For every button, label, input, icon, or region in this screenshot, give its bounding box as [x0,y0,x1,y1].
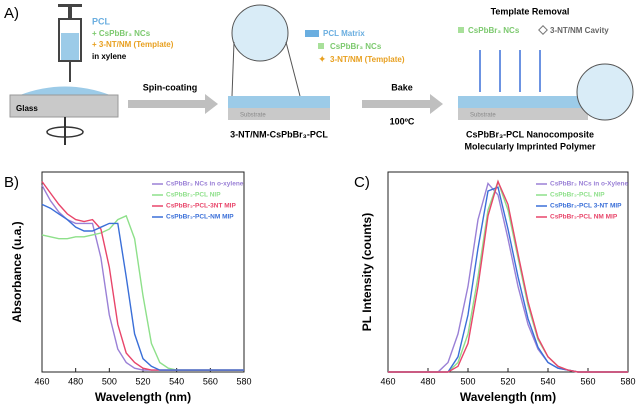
legend-label: CsPbBr₃-PCL NIP [166,192,221,199]
solution [61,33,79,60]
legend-label: CsPbBr₃ NCs in o-Xylene [550,181,629,188]
legend-label: CsPbBr₃-PCL-NM MIP [166,214,234,221]
label: Substrate [240,113,266,119]
substrate [458,108,588,120]
x-tick-label: 480 [420,376,435,386]
process-arrow [128,94,218,114]
line-series [41,203,244,371]
legend-star: ✦ [318,55,326,66]
label: CsPbBr₃-PCL Nanocomposite [466,129,594,139]
legend-label: CsPbBr₃ NCs in o-xylene [166,181,244,188]
x-tick-label: 520 [135,376,150,386]
legend-label: CsPbBr₃-PCL 3-NT MIP [550,203,622,210]
film [458,96,588,108]
x-tick-label: 460 [380,376,395,386]
spin-arrow [46,126,84,138]
label: CsPbBr₃ NCs [330,42,382,51]
label: Substrate [470,113,496,119]
legend-swatch [318,43,324,49]
legend-swatch [305,30,319,37]
label: PCL Matrix [323,29,365,38]
label: 3-NT/NM-CsPbBr₃-PCL [230,129,328,139]
line-series [388,179,628,373]
zoom-line [231,41,235,97]
zoom-circle [231,4,289,62]
legend-swatch [538,25,548,35]
label: 3-NT/NM Cavity [550,26,609,35]
x-tick-label: 500 [102,376,117,386]
line-series [41,181,244,371]
film [228,96,330,108]
legend-label: CsPbBr₃-PCL NM MIP [550,214,618,221]
label: 3-NT/NM (Template) [330,55,405,64]
x-tick-label: 500 [460,376,475,386]
label: Molecularly Imprinted Polymer [464,141,596,151]
x-tick-label: 580 [236,376,251,386]
x-tick-label: 480 [68,376,83,386]
label: Glass [16,104,38,113]
label: Bake [391,82,413,92]
zoom-circle [576,63,634,121]
x-tick-label: 540 [540,376,555,386]
line-series [41,214,244,371]
x-tick-label: 560 [580,376,595,386]
removal-arrows [479,50,541,92]
legend-label: CsPbBr₃-PCL NIP [550,192,605,199]
syringe [58,4,82,82]
plunger-top [58,4,82,7]
line-series [388,179,628,373]
x-axis-label: Wavelength (nm) [95,390,191,404]
charts: B) 460 480 500 520 540 560 580 Wavelength (nm) Ab… [4,171,636,404]
label: CsPbBr₃ NCs [468,26,520,35]
panel-label: C) [354,174,370,191]
substrate [228,108,330,120]
x-axis-label: Wavelength (nm) [460,390,556,404]
panel-a: A) PCL + CsPbBr₃ NCs + 3-NT/NM (Template… [4,4,634,151]
label: + 3-NT/NM (Template) [92,40,174,49]
x-tick-label: 460 [34,376,49,386]
y-axis-label: Absorbance (u.a.) [10,221,24,322]
panel-label: B) [4,174,19,191]
x-tick-label: 580 [620,376,635,386]
zoom-line [285,41,301,97]
label: Template Removal [491,6,570,16]
legend-swatch [458,27,464,33]
label: PCL [92,16,111,26]
label: Spin-coating [143,82,198,92]
label: in xylene [92,52,127,61]
y-axis-label: PL Intensity (counts) [360,213,374,331]
panel-label: A) [4,5,19,22]
x-tick-label: 520 [500,376,515,386]
x-tick-label: 560 [203,376,218,386]
label: + CsPbBr₃ NCs [92,29,151,38]
x-tick-label: 540 [169,376,184,386]
legend-label: CsPbBr₃-PCL-3NT MIP [166,203,236,210]
process-arrow [362,94,443,114]
droplet [20,86,110,95]
label: 100ºC [390,116,415,126]
plunger-rod [68,7,72,19]
